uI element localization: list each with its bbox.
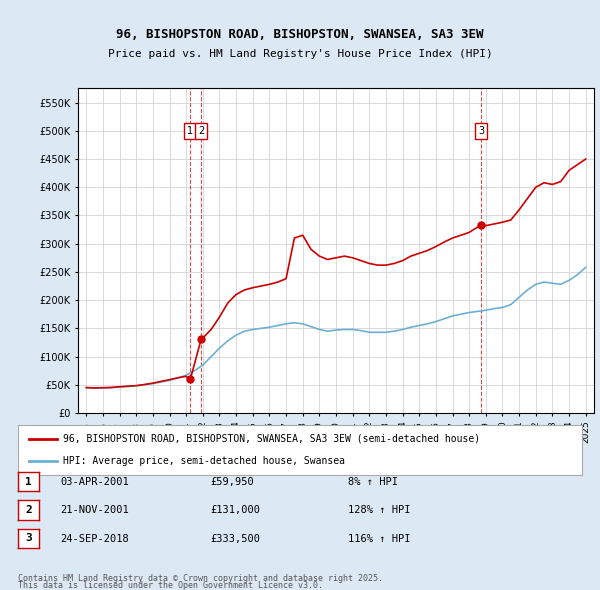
Text: 3: 3 [25, 533, 32, 543]
Text: 2: 2 [25, 505, 32, 515]
Text: This data is licensed under the Open Government Licence v3.0.: This data is licensed under the Open Gov… [18, 581, 323, 590]
Text: 128% ↑ HPI: 128% ↑ HPI [348, 506, 410, 515]
Text: Contains HM Land Registry data © Crown copyright and database right 2025.: Contains HM Land Registry data © Crown c… [18, 574, 383, 583]
Text: 21-NOV-2001: 21-NOV-2001 [60, 506, 129, 515]
Text: HPI: Average price, semi-detached house, Swansea: HPI: Average price, semi-detached house,… [63, 456, 345, 466]
Text: 1: 1 [25, 477, 32, 487]
Text: £333,500: £333,500 [210, 534, 260, 543]
Text: 2: 2 [198, 126, 204, 136]
Text: 24-SEP-2018: 24-SEP-2018 [60, 534, 129, 543]
Text: £59,950: £59,950 [210, 477, 254, 487]
Text: 96, BISHOPSTON ROAD, BISHOPSTON, SWANSEA, SA3 3EW (semi-detached house): 96, BISHOPSTON ROAD, BISHOPSTON, SWANSEA… [63, 434, 480, 444]
Text: 03-APR-2001: 03-APR-2001 [60, 477, 129, 487]
Text: 8% ↑ HPI: 8% ↑ HPI [348, 477, 398, 487]
Text: 3: 3 [478, 126, 484, 136]
Text: 116% ↑ HPI: 116% ↑ HPI [348, 534, 410, 543]
Text: £131,000: £131,000 [210, 506, 260, 515]
Text: Price paid vs. HM Land Registry's House Price Index (HPI): Price paid vs. HM Land Registry's House … [107, 49, 493, 59]
Text: 1: 1 [187, 126, 193, 136]
Text: 96, BISHOPSTON ROAD, BISHOPSTON, SWANSEA, SA3 3EW: 96, BISHOPSTON ROAD, BISHOPSTON, SWANSEA… [116, 28, 484, 41]
